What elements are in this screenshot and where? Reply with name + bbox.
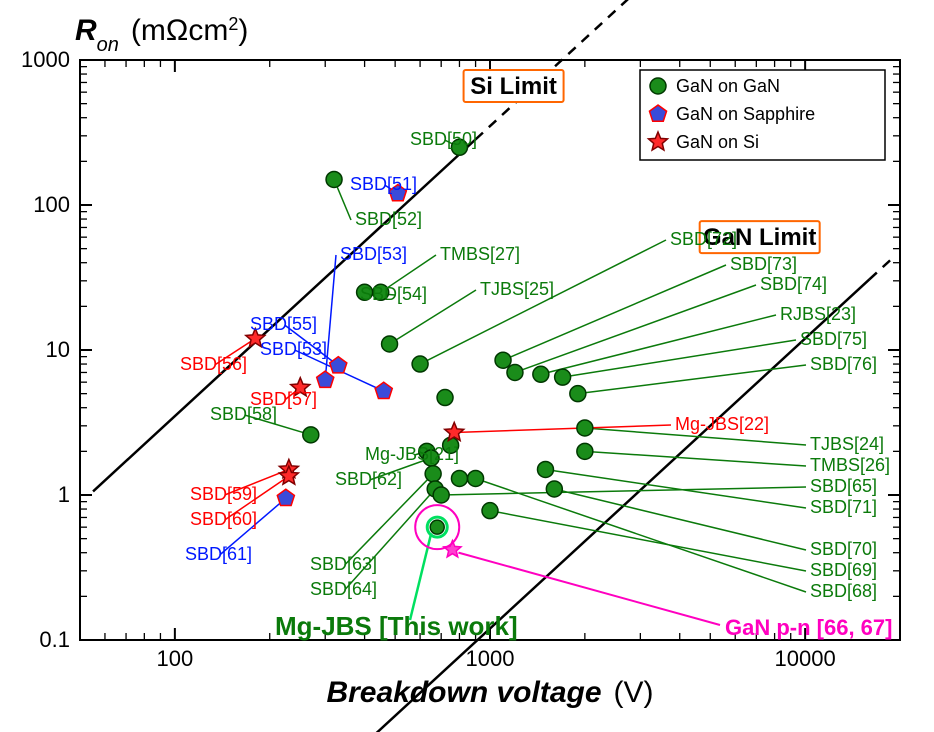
data-point bbox=[555, 369, 571, 385]
data-point bbox=[546, 481, 562, 497]
point-label: SBD[68] bbox=[810, 581, 877, 601]
point-label: SBD[72] bbox=[670, 229, 737, 249]
point-label: Mg-JBS[22] bbox=[675, 414, 769, 434]
point-label: SBD[61] bbox=[185, 544, 252, 564]
data-point bbox=[468, 470, 484, 486]
data-point bbox=[430, 520, 444, 534]
data-point bbox=[495, 352, 511, 368]
point-label: RJBS[23] bbox=[780, 304, 856, 324]
point-label: SBD[71] bbox=[810, 497, 877, 517]
point-label: TMBS[26] bbox=[810, 455, 890, 475]
point-label: SBD[62] bbox=[335, 469, 402, 489]
data-point bbox=[425, 466, 441, 482]
point-label: SBD[74] bbox=[760, 274, 827, 294]
point-label: SBD[59] bbox=[190, 484, 257, 504]
point-label: SBD[60] bbox=[190, 509, 257, 529]
y-axis-title: Ron(mΩcm2) bbox=[75, 14, 248, 56]
y-tick-label: 100 bbox=[33, 192, 70, 217]
x-tick-label: 10000 bbox=[775, 646, 836, 671]
y-tick-label: 1000 bbox=[21, 47, 70, 72]
data-point bbox=[507, 364, 523, 380]
point-label: SBD[75] bbox=[800, 329, 867, 349]
point-label: SBD[63] bbox=[310, 554, 377, 574]
y-tick-label: 1 bbox=[58, 482, 70, 507]
this-work-label: Mg-JBS [This work] bbox=[275, 611, 518, 641]
chart-svg: 1001000100000.11101001000Ron(mΩcm2)Break… bbox=[0, 0, 934, 732]
legend-marker bbox=[650, 78, 666, 94]
point-label: SBD[76] bbox=[810, 354, 877, 374]
point-label: Mg-JBS[21] bbox=[365, 444, 459, 464]
data-point bbox=[412, 356, 428, 372]
x-tick-label: 1000 bbox=[466, 646, 515, 671]
point-label: TJBS[25] bbox=[480, 279, 554, 299]
limit-label: Si Limit bbox=[470, 73, 557, 100]
data-point bbox=[326, 171, 342, 187]
point-label: SBD[64] bbox=[310, 579, 377, 599]
data-point bbox=[451, 470, 467, 486]
point-label: SBD[55] bbox=[250, 314, 317, 334]
point-label: SBD[57] bbox=[250, 389, 317, 409]
gan-pn-label: GaN p-n [66, 67] bbox=[725, 615, 892, 640]
point-label: SBD[73] bbox=[730, 254, 797, 274]
data-point bbox=[303, 427, 319, 443]
point-label: TJBS[24] bbox=[810, 434, 884, 454]
data-point bbox=[533, 366, 549, 382]
point-label: SBD[69] bbox=[810, 560, 877, 580]
point-label: SBD[65] bbox=[810, 476, 877, 496]
data-point bbox=[437, 390, 453, 406]
point-label: SBD[54] bbox=[360, 284, 427, 304]
data-point bbox=[577, 420, 593, 436]
y-tick-label: 0.1 bbox=[39, 627, 70, 652]
point-label: SBD[56] bbox=[180, 354, 247, 374]
x-axis-title: Breakdown voltage(V) bbox=[326, 676, 653, 709]
data-point bbox=[537, 461, 553, 477]
y-tick-label: 10 bbox=[46, 337, 70, 362]
point-label: SBD[52] bbox=[355, 209, 422, 229]
data-point bbox=[482, 503, 498, 519]
chart-container: 1001000100000.11101001000Ron(mΩcm2)Break… bbox=[0, 0, 934, 732]
data-point bbox=[577, 443, 593, 459]
data-point bbox=[382, 336, 398, 352]
legend-label: GaN on GaN bbox=[676, 76, 780, 96]
point-label: SBD[51] bbox=[350, 174, 417, 194]
point-label: SBD[50] bbox=[410, 129, 477, 149]
point-label: SBD[70] bbox=[810, 539, 877, 559]
point-label: SBD[53] bbox=[260, 339, 327, 359]
data-point bbox=[570, 386, 586, 402]
point-label: SBD[53] bbox=[340, 244, 407, 264]
data-point bbox=[433, 487, 449, 503]
legend-label: GaN on Sapphire bbox=[676, 104, 815, 124]
legend-label: GaN on Si bbox=[676, 132, 759, 152]
x-tick-label: 100 bbox=[157, 646, 194, 671]
point-label: TMBS[27] bbox=[440, 244, 520, 264]
